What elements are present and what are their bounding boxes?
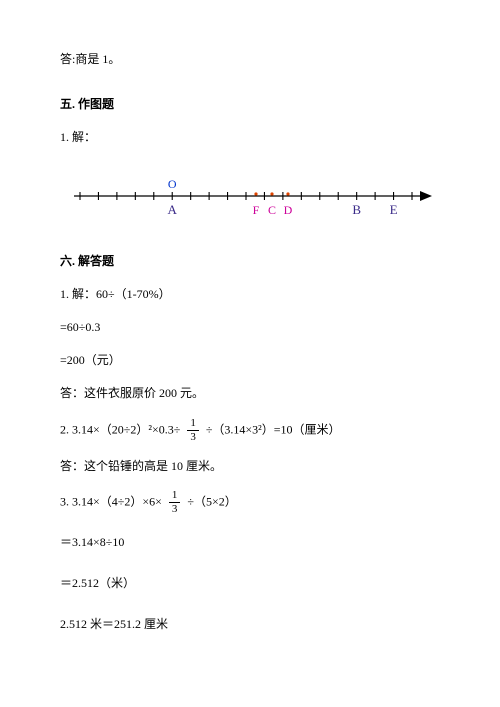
svg-text:A: A bbox=[168, 202, 178, 217]
q6-2-l1: 2. 3.14×（20÷2）²×0.3÷ 1 3 ÷（3.14×3²）=10（厘… bbox=[60, 418, 440, 443]
svg-text:E: E bbox=[390, 202, 398, 217]
svg-text:O: O bbox=[168, 177, 177, 191]
svg-text:C: C bbox=[268, 203, 276, 217]
top-answer: 答:商是 1。 bbox=[60, 50, 440, 69]
q6-1-l2: =60÷0.3 bbox=[60, 318, 440, 337]
svg-text:F: F bbox=[253, 203, 260, 217]
number-line: OA B E FCD bbox=[60, 166, 440, 226]
q6-2-ans: 答：这个铅锤的高是 10 厘米。 bbox=[60, 457, 440, 476]
q6-3-post: ÷（5×2） bbox=[187, 494, 236, 508]
section6-title: 六. 解答题 bbox=[60, 252, 440, 271]
q6-1-l3: =200（元） bbox=[60, 351, 440, 370]
frac-num-b: 1 bbox=[169, 490, 181, 503]
q6-3-pre: 3. 3.14×（4÷2）×6× bbox=[60, 494, 165, 508]
frac-num: 1 bbox=[187, 418, 199, 431]
fraction-1-3: 1 3 bbox=[187, 418, 199, 443]
q6-3-l2: ＝3.14×8÷10 bbox=[60, 533, 440, 552]
q6-3-l3: ＝2.512（米） bbox=[60, 574, 440, 593]
q6-2-post: ÷（3.14×3²）=10（厘米） bbox=[206, 422, 341, 436]
svg-text:D: D bbox=[284, 203, 293, 217]
q6-1-ans: 答：这件衣服原价 200 元。 bbox=[60, 384, 440, 403]
svg-text:B: B bbox=[352, 202, 361, 217]
fraction-1-3-b: 1 3 bbox=[169, 490, 181, 515]
q6-3-l1: 3. 3.14×（4÷2）×6× 1 3 ÷（5×2） bbox=[60, 490, 440, 515]
section5-title: 五. 作图题 bbox=[60, 95, 440, 114]
q6-3-l4: 2.512 米＝251.2 厘米 bbox=[60, 615, 440, 634]
q6-2-pre: 2. 3.14×（20÷2）²×0.3÷ bbox=[60, 422, 183, 436]
q6-1-l1: 1. 解：60÷（1-70%） bbox=[60, 285, 440, 304]
frac-den: 3 bbox=[187, 431, 199, 443]
frac-den-b: 3 bbox=[169, 503, 181, 515]
q5-1-label: 1. 解： bbox=[60, 128, 440, 147]
